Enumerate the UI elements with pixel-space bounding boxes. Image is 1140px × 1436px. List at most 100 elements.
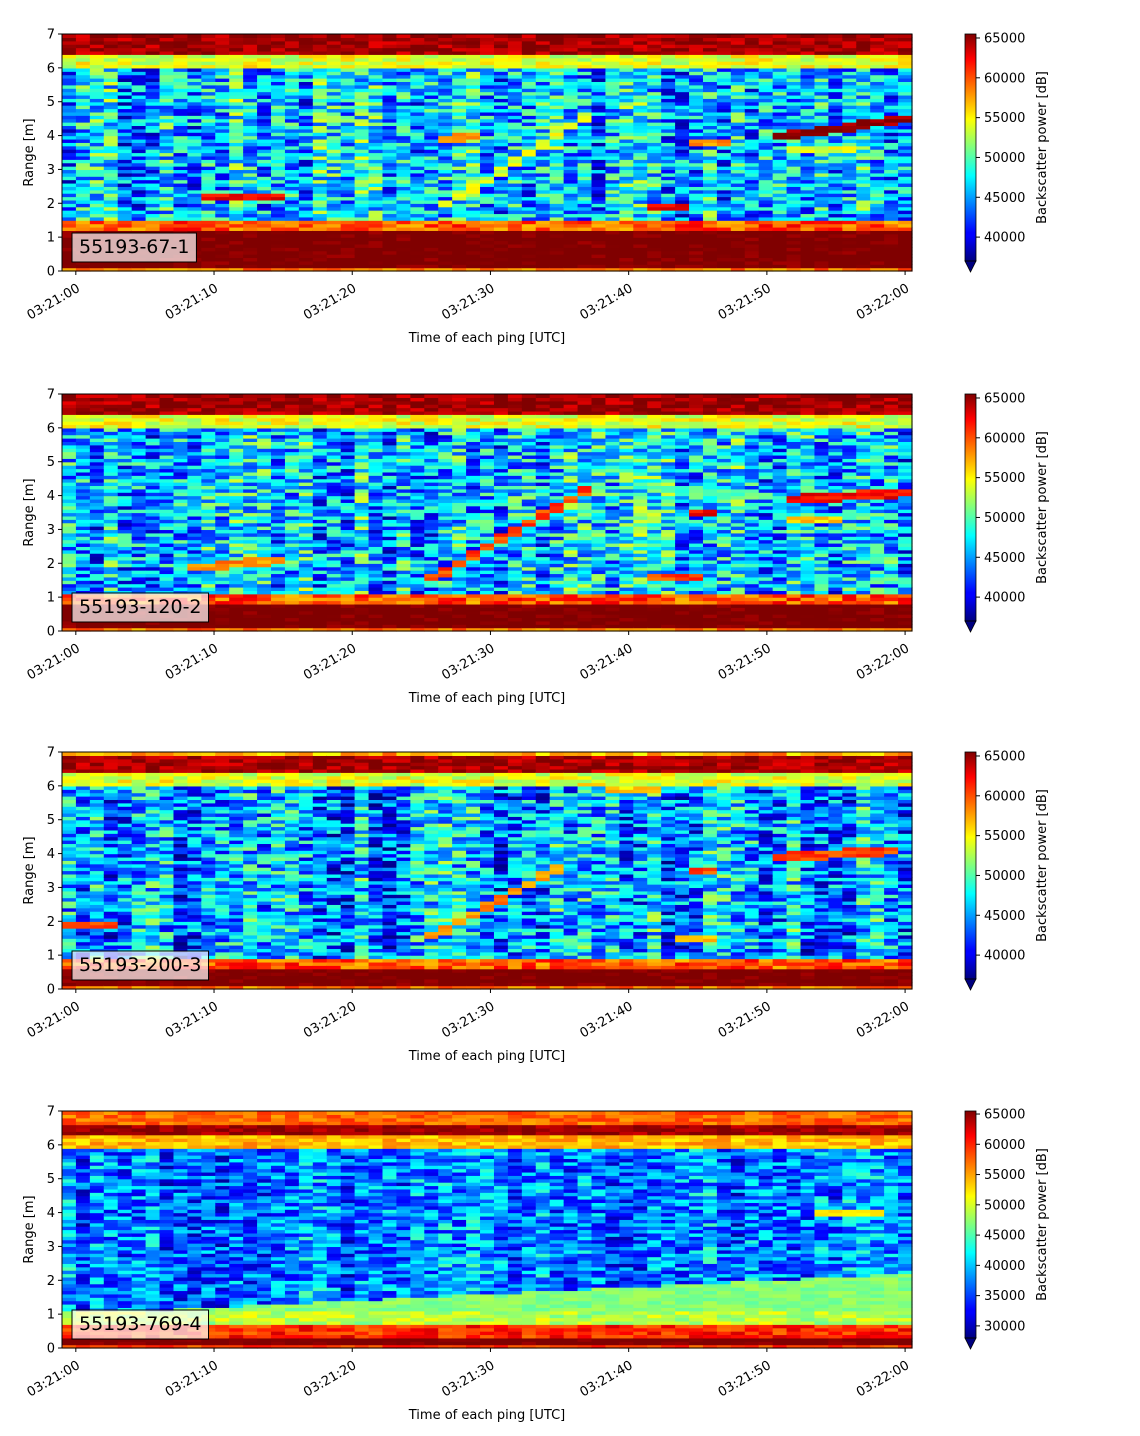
- panel-label: 55193-120-2: [79, 596, 202, 618]
- panel-label: 55193-769-4: [79, 1313, 202, 1335]
- colorbar-tick-label: 45000: [984, 1229, 1025, 1244]
- panel-label: 55193-67-1: [79, 236, 189, 258]
- colorbar: [965, 752, 976, 979]
- colorbar-tick-label: 50000: [984, 151, 1025, 166]
- x-tick-label: 03:21:20: [301, 281, 359, 323]
- colorbar-tick-label: 60000: [984, 789, 1025, 804]
- x-tick-label: 03:21:40: [578, 999, 636, 1041]
- y-tick-label: 1: [47, 949, 55, 964]
- x-tick-label: 03:22:00: [854, 999, 912, 1041]
- panel-label: 55193-200-3: [79, 954, 202, 976]
- colorbar-tick-label: 65000: [984, 749, 1025, 764]
- y-axis-label: Range [m]: [22, 1195, 37, 1263]
- y-tick-label: 7: [47, 1105, 55, 1120]
- x-tick-label: 03:21:20: [301, 1358, 359, 1400]
- colorbar-tick-label: 40000: [984, 591, 1025, 606]
- colorbar-tick-label: 50000: [984, 1198, 1025, 1213]
- x-tick-label: 03:21:50: [716, 641, 774, 683]
- colorbar-tick-label: 65000: [984, 31, 1025, 46]
- colorbar-label: Backscatter power [dB]: [1035, 1148, 1050, 1301]
- y-tick-label: 0: [47, 983, 55, 998]
- y-axis-label: Range [m]: [22, 836, 37, 904]
- x-tick-label: 03:21:40: [578, 1358, 636, 1400]
- y-tick-label: 5: [47, 813, 55, 828]
- x-tick-label: 03:21:10: [163, 641, 221, 683]
- y-tick-label: 1: [47, 591, 55, 606]
- x-axis-label: Time of each ping [UTC]: [408, 691, 566, 706]
- x-tick-label: 03:21:20: [301, 641, 359, 683]
- x-axis-label: Time of each ping [UTC]: [408, 331, 566, 346]
- x-tick-label: 03:21:40: [578, 641, 636, 683]
- y-tick-label: 3: [47, 523, 55, 538]
- y-tick-label: 3: [47, 1240, 55, 1255]
- colorbar: [965, 34, 976, 261]
- y-tick-label: 6: [47, 1138, 55, 1153]
- y-tick-label: 5: [47, 455, 55, 470]
- colorbar-tick-label: 40000: [984, 949, 1025, 964]
- x-tick-label: 03:21:30: [439, 1358, 497, 1400]
- colorbar-tick-label: 50000: [984, 869, 1025, 884]
- colorbar-tick-label: 60000: [984, 1138, 1025, 1153]
- colorbar-label: Backscatter power [dB]: [1035, 431, 1050, 584]
- colorbar-tick-label: 30000: [984, 1319, 1025, 1334]
- y-tick-label: 1: [47, 1308, 55, 1323]
- colorbar-tick-label: 60000: [984, 71, 1025, 86]
- x-tick-label: 03:21:50: [716, 281, 774, 323]
- y-tick-label: 2: [47, 197, 55, 212]
- x-tick-label: 03:21:50: [716, 999, 774, 1041]
- x-tick-label: 03:22:00: [854, 281, 912, 323]
- colorbar-tick-label: 40000: [984, 231, 1025, 246]
- x-tick-label: 03:21:10: [163, 999, 221, 1041]
- y-axis-label: Range [m]: [22, 118, 37, 186]
- y-tick-label: 4: [47, 1206, 55, 1221]
- y-tick-label: 7: [47, 28, 55, 43]
- y-tick-label: 7: [47, 388, 55, 403]
- y-axis-label: Range [m]: [22, 478, 37, 546]
- y-tick-label: 7: [47, 746, 55, 761]
- colorbar-label: Backscatter power [dB]: [1035, 71, 1050, 224]
- colorbar-tick-label: 55000: [984, 1168, 1025, 1183]
- y-tick-label: 5: [47, 95, 55, 110]
- colorbar-extend-arrow: [965, 621, 976, 632]
- x-tick-label: 03:21:30: [439, 641, 497, 683]
- y-tick-label: 2: [47, 915, 55, 930]
- colorbar-tick-label: 40000: [984, 1259, 1025, 1274]
- colorbar-label: Backscatter power [dB]: [1035, 789, 1050, 942]
- y-tick-label: 6: [47, 61, 55, 76]
- x-axis-label: Time of each ping [UTC]: [408, 1049, 566, 1064]
- colorbar-tick-label: 60000: [984, 431, 1025, 446]
- x-axis-label: Time of each ping [UTC]: [408, 1408, 566, 1423]
- x-tick-label: 03:21:00: [25, 641, 83, 683]
- x-tick-label: 03:21:30: [439, 281, 497, 323]
- y-tick-label: 4: [47, 489, 55, 504]
- y-tick-label: 0: [47, 1342, 55, 1357]
- x-tick-label: 03:21:00: [25, 281, 83, 323]
- colorbar-extend-arrow: [965, 261, 976, 272]
- colorbar-tick-label: 65000: [984, 1108, 1025, 1123]
- y-tick-label: 0: [47, 625, 55, 640]
- x-tick-label: 03:22:00: [854, 641, 912, 683]
- colorbar-tick-label: 45000: [984, 909, 1025, 924]
- y-tick-label: 6: [47, 779, 55, 794]
- colorbar-tick-label: 35000: [984, 1289, 1025, 1304]
- x-tick-label: 03:22:00: [854, 1358, 912, 1400]
- x-tick-label: 03:21:40: [578, 281, 636, 323]
- x-tick-label: 03:21:10: [163, 281, 221, 323]
- y-tick-label: 1: [47, 231, 55, 246]
- colorbar-tick-label: 45000: [984, 551, 1025, 566]
- y-tick-label: 5: [47, 1172, 55, 1187]
- y-tick-label: 6: [47, 421, 55, 436]
- colorbar-tick-label: 55000: [984, 829, 1025, 844]
- colorbar: [965, 1111, 976, 1338]
- x-tick-label: 03:21:30: [439, 999, 497, 1041]
- colorbar-tick-label: 55000: [984, 111, 1025, 126]
- x-tick-label: 03:21:10: [163, 1358, 221, 1400]
- colorbar-tick-label: 65000: [984, 391, 1025, 406]
- y-tick-label: 3: [47, 163, 55, 178]
- colorbar: [965, 394, 976, 621]
